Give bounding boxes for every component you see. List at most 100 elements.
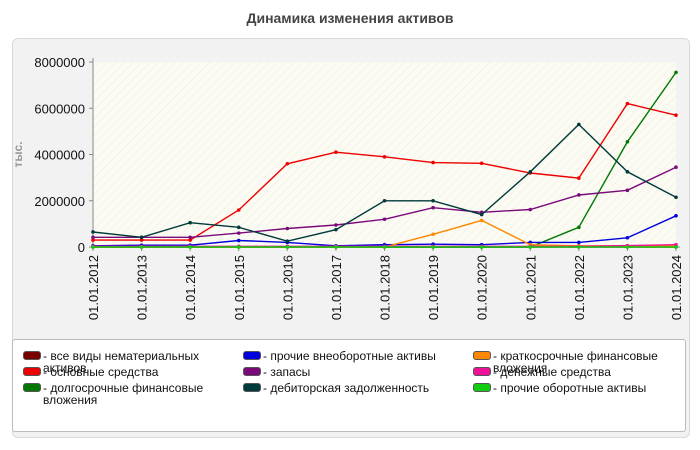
legend-swatch xyxy=(243,383,261,392)
plot-area xyxy=(93,62,676,247)
data-point xyxy=(674,165,678,170)
data-point xyxy=(479,218,484,223)
x-tick-label: 01.01.2015 xyxy=(232,255,247,320)
x-tick-label: 01.01.2022 xyxy=(572,255,587,320)
data-point xyxy=(577,193,581,197)
data-point xyxy=(674,195,678,200)
data-point xyxy=(625,139,630,144)
data-point xyxy=(139,238,144,242)
data-point xyxy=(577,122,581,127)
legend-swatch xyxy=(243,367,261,376)
data-point xyxy=(674,113,678,117)
x-tick-label: 01.01.2023 xyxy=(620,255,635,320)
data-point xyxy=(236,231,241,235)
legend-swatch xyxy=(243,351,261,360)
data-point xyxy=(188,245,192,249)
x-tick-label: 01.01.2020 xyxy=(475,255,490,320)
data-point xyxy=(285,226,290,231)
data-point xyxy=(382,155,387,159)
data-point xyxy=(382,217,387,222)
data-point xyxy=(236,238,241,243)
data-point xyxy=(528,207,533,212)
legend-swatch xyxy=(23,383,41,392)
data-point xyxy=(334,227,338,232)
data-point xyxy=(674,245,678,249)
data-point xyxy=(188,238,192,242)
legend-swatch xyxy=(473,383,491,392)
chart-title: Динамика изменения активов xyxy=(246,10,454,26)
legend-label: - все виды нематериальных активов xyxy=(43,349,200,375)
data-point xyxy=(577,176,581,180)
data-point xyxy=(334,223,338,227)
data-point xyxy=(431,198,435,203)
data-point xyxy=(431,160,435,165)
legend-label: - краткосрочные финансовые вложения xyxy=(493,349,658,375)
data-point xyxy=(139,235,144,240)
x-tick-label: 01.01.2017 xyxy=(329,255,344,320)
data-point xyxy=(285,161,290,166)
legend-swatch xyxy=(23,367,41,376)
legend-label: - дебиторская задолженность xyxy=(263,381,430,395)
legend-swatch xyxy=(473,351,491,360)
y-tick-label: 0 xyxy=(78,240,85,255)
data-point xyxy=(625,170,630,174)
data-point xyxy=(91,230,95,234)
data-point xyxy=(625,235,630,240)
data-point xyxy=(431,232,435,237)
data-point xyxy=(479,245,484,249)
data-point xyxy=(334,245,338,249)
data-point xyxy=(577,225,581,230)
y-tick-label: 2000000 xyxy=(34,194,85,209)
legend-swatch xyxy=(23,351,41,360)
data-point xyxy=(577,245,581,249)
y-tick-label: 6000000 xyxy=(34,101,85,116)
x-tick-label: 01.01.2019 xyxy=(426,255,441,320)
y-tick-label: 4000000 xyxy=(34,148,85,163)
data-point xyxy=(285,239,290,244)
x-tick-label: 01.01.2014 xyxy=(183,255,198,320)
series-5 xyxy=(91,122,678,244)
data-point xyxy=(91,235,95,240)
x-tick-label: 01.01.2024 xyxy=(669,255,684,320)
data-point xyxy=(236,225,241,230)
data-point xyxy=(528,170,533,174)
data-point xyxy=(674,213,678,218)
legend: - все виды нематериальных активов - основ… xyxy=(12,339,686,432)
legend-label: - основные средства xyxy=(43,365,159,379)
legend-label: - запасы xyxy=(263,365,311,379)
data-point xyxy=(382,198,387,203)
legend-label: - прочие оборотные активы xyxy=(493,381,647,395)
data-point xyxy=(285,245,290,249)
x-tick-label: 01.01.2012 xyxy=(86,255,101,320)
x-tick-label: 01.01.2021 xyxy=(523,255,538,320)
data-point xyxy=(382,245,387,249)
legend-label: - прочие внеоборотные активы xyxy=(263,349,436,363)
data-point xyxy=(431,245,435,249)
data-point xyxy=(91,245,95,249)
legend-swatch xyxy=(473,367,491,376)
x-tick-label: 01.01.2013 xyxy=(135,255,150,320)
data-point xyxy=(528,245,533,249)
data-point xyxy=(334,150,338,154)
x-tick-label: 01.01.2016 xyxy=(280,255,295,320)
data-point xyxy=(625,101,630,106)
data-point xyxy=(139,245,144,249)
y-tick-label: 8000000 xyxy=(34,55,85,70)
data-point xyxy=(479,161,484,166)
series-8 xyxy=(91,245,678,249)
data-point xyxy=(479,212,484,217)
data-point xyxy=(91,238,95,242)
data-point xyxy=(236,245,241,249)
data-point xyxy=(625,245,630,249)
data-point xyxy=(188,235,192,240)
legend-label: - денежные средства xyxy=(493,365,611,379)
data-point xyxy=(188,220,192,225)
data-point xyxy=(577,240,581,245)
data-point xyxy=(625,188,630,193)
data-point xyxy=(674,70,678,75)
data-point xyxy=(431,205,435,210)
x-tick-label: 01.01.2018 xyxy=(378,255,393,320)
y-axis-label: тыс. xyxy=(11,141,25,167)
legend-label: - долгосрочные финансовые вложения xyxy=(43,381,204,407)
